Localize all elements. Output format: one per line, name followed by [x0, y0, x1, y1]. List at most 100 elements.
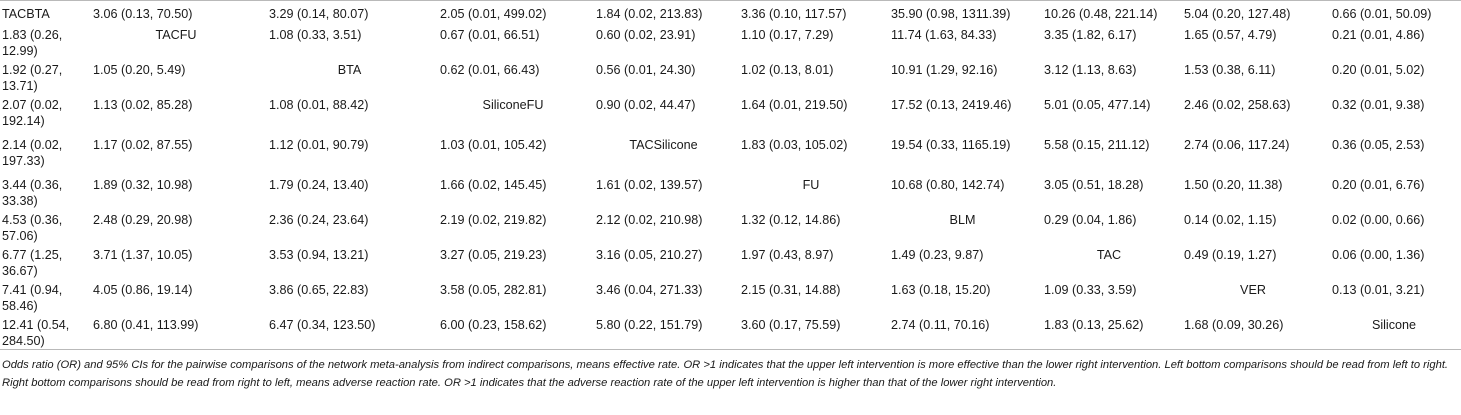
- intervention-label-cell: FU: [802, 178, 820, 192]
- odds-ratio-cell: 2.15 (0.31, 14.88): [741, 283, 841, 297]
- intervention-label-cell: TACSilicone: [629, 138, 698, 152]
- odds-ratio-cell: 1.08 (0.01, 88.42): [269, 98, 369, 112]
- table-row: 2.07 (0.02, 192.14) 1.13 (0.02, 85.28) 1.0…: [0, 94, 1461, 134]
- odds-ratio-cell: 3.12 (1.13, 8.63): [1044, 63, 1137, 77]
- intervention-label-cell: SiliconeFU: [482, 98, 544, 112]
- odds-ratio-cell: 1.17 (0.02, 87.55): [93, 138, 193, 152]
- odds-ratio-cell: 3.60 (0.17, 75.59): [741, 318, 841, 332]
- odds-ratio-cell: 2.46 (0.02, 258.63): [1184, 98, 1291, 112]
- intervention-label-cell: TACBTA: [2, 7, 50, 21]
- odds-ratio-cell: 2.05 (0.01, 499.02): [440, 7, 547, 21]
- odds-ratio-cell: 0.20 (0.01, 6.76): [1332, 178, 1425, 192]
- odds-ratio-cell: 2.14 (0.02, 197.33): [2, 138, 63, 168]
- odds-ratio-cell: 4.53 (0.36, 57.06): [2, 213, 63, 243]
- odds-ratio-cell: 17.52 (0.13, 2419.46): [891, 98, 1012, 112]
- odds-ratio-cell: 2.07 (0.02, 192.14): [2, 98, 63, 128]
- odds-ratio-cell: 0.21 (0.01, 4.86): [1332, 28, 1425, 42]
- table-row: 4.53 (0.36, 57.06) 2.48 (0.29, 20.98) 2.36…: [0, 209, 1461, 244]
- odds-ratio-cell: 3.86 (0.65, 22.83): [269, 283, 369, 297]
- table-row: 7.41 (0.94, 58.46) 4.05 (0.86, 19.14) 3.86…: [0, 279, 1461, 314]
- odds-ratio-cell: 2.74 (0.06, 117.24): [1184, 138, 1290, 152]
- odds-ratio-cell: 4.05 (0.86, 19.14): [93, 283, 193, 297]
- table-row: 12.41 (0.54, 284.50) 6.80 (0.41, 113.99) 6…: [0, 314, 1461, 354]
- odds-ratio-cell: 3.44 (0.36, 33.38): [2, 178, 63, 208]
- odds-ratio-cell: 6.00 (0.23, 158.62): [440, 318, 547, 332]
- intervention-label-cell: BLM: [949, 213, 976, 227]
- odds-ratio-cell: 3.06 (0.13, 70.50): [93, 7, 193, 21]
- odds-ratio-cell: 3.29 (0.14, 80.07): [269, 7, 369, 21]
- odds-ratio-cell: 0.36 (0.05, 2.53): [1332, 138, 1425, 152]
- odds-ratio-cell: 19.54 (0.33, 1165.19): [891, 138, 1011, 152]
- odds-ratio-cell: 2.36 (0.24, 23.64): [269, 213, 369, 227]
- odds-ratio-cell: 2.48 (0.29, 20.98): [93, 213, 193, 227]
- odds-ratio-cell: 0.32 (0.01, 9.38): [1332, 98, 1425, 112]
- odds-ratio-cell: 0.66 (0.01, 50.09): [1332, 7, 1432, 21]
- odds-ratio-cell: 0.20 (0.01, 5.02): [1332, 63, 1425, 77]
- odds-ratio-cell: 1.61 (0.02, 139.57): [596, 178, 703, 192]
- odds-ratio-cell: 1.02 (0.13, 8.01): [741, 63, 834, 77]
- odds-ratio-cell: 1.09 (0.33, 3.59): [1044, 283, 1137, 297]
- odds-ratio-cell: 0.60 (0.02, 23.91): [596, 28, 696, 42]
- odds-ratio-cell: 1.79 (0.24, 13.40): [269, 178, 369, 192]
- odds-ratio-cell: 11.74 (1.63, 84.33): [891, 28, 997, 42]
- odds-ratio-cell: 6.77 (1.25, 36.67): [2, 248, 63, 278]
- odds-ratio-cell: 1.53 (0.38, 6.11): [1184, 63, 1276, 77]
- odds-ratio-cell: 5.04 (0.20, 127.48): [1184, 7, 1291, 21]
- odds-ratio-cell: 0.06 (0.00, 1.36): [1332, 248, 1425, 262]
- odds-ratio-cell: 1.83 (0.13, 25.62): [1044, 318, 1144, 332]
- odds-ratio-cell: 5.01 (0.05, 477.14): [1044, 98, 1151, 112]
- odds-ratio-cell: 3.16 (0.05, 210.27): [596, 248, 703, 262]
- league-table: TACBTA 3.06 (0.13, 70.50) 3.29 (0.14, 80.0…: [0, 1, 1461, 354]
- odds-ratio-cell: 1.03 (0.01, 105.42): [440, 138, 547, 152]
- odds-ratio-cell: 0.49 (0.19, 1.27): [1184, 248, 1277, 262]
- odds-ratio-cell: 2.74 (0.11, 70.16): [891, 318, 990, 332]
- odds-ratio-cell: 0.90 (0.02, 44.47): [596, 98, 696, 112]
- odds-ratio-cell: 0.13 (0.01, 3.21): [1332, 283, 1425, 297]
- odds-ratio-cell: 1.49 (0.23, 9.87): [891, 248, 984, 262]
- odds-ratio-cell: 6.80 (0.41, 113.99): [93, 318, 199, 332]
- odds-ratio-cell: 0.14 (0.02, 1.15): [1184, 213, 1277, 227]
- odds-ratio-cell: 10.68 (0.80, 142.74): [891, 178, 1005, 192]
- odds-ratio-cell: 1.50 (0.20, 11.38): [1184, 178, 1283, 192]
- odds-ratio-cell: 5.80 (0.22, 151.79): [596, 318, 703, 332]
- odds-ratio-cell: 3.35 (1.82, 6.17): [1044, 28, 1137, 42]
- table-row: 3.44 (0.36, 33.38) 1.89 (0.32, 10.98) 1.79…: [0, 174, 1461, 209]
- table-row: 2.14 (0.02, 197.33) 1.17 (0.02, 87.55) 1.1…: [0, 134, 1461, 174]
- odds-ratio-cell: 1.83 (0.26, 12.99): [2, 28, 63, 58]
- odds-ratio-cell: 3.05 (0.51, 18.28): [1044, 178, 1144, 192]
- table-row: 1.83 (0.26, 12.99) TACFU 1.08 (0.33, 3.51)…: [0, 24, 1461, 59]
- odds-ratio-cell: 1.08 (0.33, 3.51): [269, 28, 362, 42]
- odds-ratio-cell: 1.97 (0.43, 8.97): [741, 248, 834, 262]
- odds-ratio-cell: 1.89 (0.32, 10.98): [93, 178, 193, 192]
- table-row: 1.92 (0.27, 13.71) 1.05 (0.20, 5.49) BTA 0.…: [0, 59, 1461, 94]
- odds-ratio-cell: 3.46 (0.04, 271.33): [596, 283, 703, 297]
- odds-ratio-cell: 0.29 (0.04, 1.86): [1044, 213, 1137, 227]
- odds-ratio-cell: 6.47 (0.34, 123.50): [269, 318, 376, 332]
- odds-ratio-cell: 35.90 (0.98, 1311.39): [891, 7, 1011, 21]
- odds-ratio-cell: 1.68 (0.09, 30.26): [1184, 318, 1284, 332]
- odds-ratio-cell: 1.92 (0.27, 13.71): [2, 63, 63, 93]
- odds-ratio-cell: 1.05 (0.20, 5.49): [93, 63, 186, 77]
- table-row: TACBTA 3.06 (0.13, 70.50) 3.29 (0.14, 80.0…: [0, 1, 1461, 24]
- odds-ratio-cell: 0.56 (0.01, 24.30): [596, 63, 696, 77]
- odds-ratio-cell: 1.10 (0.17, 7.29): [741, 28, 834, 42]
- odds-ratio-cell: 3.27 (0.05, 219.23): [440, 248, 547, 262]
- odds-ratio-cell: 2.19 (0.02, 219.82): [440, 213, 547, 227]
- odds-ratio-cell: 12.41 (0.54, 284.50): [2, 318, 70, 348]
- odds-ratio-cell: 10.91 (1.29, 92.16): [891, 63, 998, 77]
- odds-ratio-cell: 1.66 (0.02, 145.45): [440, 178, 547, 192]
- intervention-label-cell: Silicone: [1371, 318, 1417, 332]
- odds-ratio-cell: 1.63 (0.18, 15.20): [891, 283, 991, 297]
- bottom-rule: [0, 349, 1461, 350]
- odds-ratio-cell: 10.26 (0.48, 221.14): [1044, 7, 1158, 21]
- odds-ratio-cell: 5.58 (0.15, 211.12): [1044, 138, 1150, 152]
- odds-ratio-cell: 1.65 (0.57, 4.79): [1184, 28, 1277, 42]
- table-row: 6.77 (1.25, 36.67) 3.71 (1.37, 10.05) 3.53…: [0, 244, 1461, 279]
- odds-ratio-cell: 1.13 (0.02, 85.28): [93, 98, 193, 112]
- odds-ratio-cell: 0.02 (0.00, 0.66): [1332, 213, 1425, 227]
- odds-ratio-cell: 7.41 (0.94, 58.46): [2, 283, 63, 313]
- odds-ratio-cell: 1.83 (0.03, 105.02): [741, 138, 848, 152]
- odds-ratio-cell: 3.36 (0.10, 117.57): [741, 7, 847, 21]
- top-rule: [0, 0, 1461, 1]
